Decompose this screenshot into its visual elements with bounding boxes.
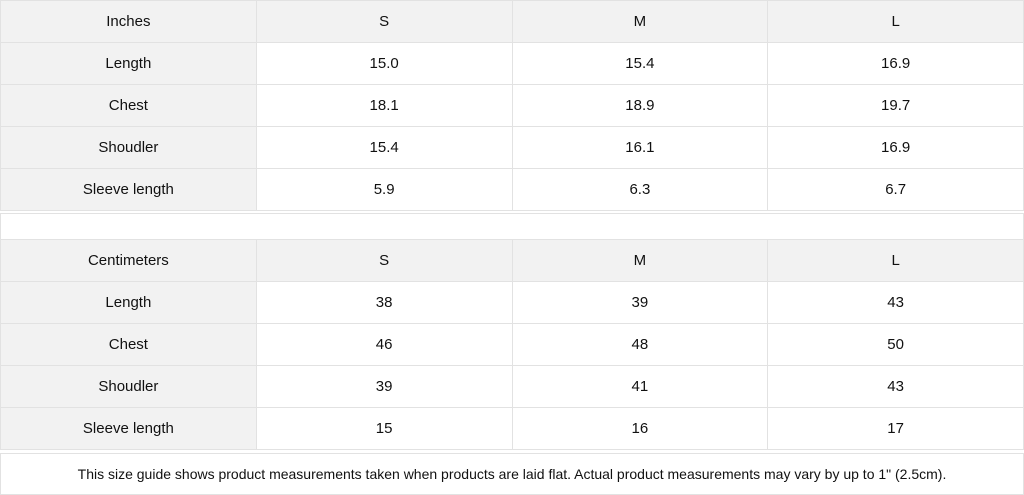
column-header: M	[511, 0, 769, 43]
centimeters-size-table: Centimeters S M L Length 38 39 43 Chest 46 48 50 Sho…	[0, 239, 1024, 450]
column-header: Inches	[0, 0, 257, 43]
row-label: Chest	[0, 323, 257, 366]
header-row: Inches S M L	[0, 0, 1024, 43]
table-cell: 19.7	[767, 84, 1024, 127]
table-cell: 39	[255, 365, 513, 408]
table-cell: 16.1	[511, 126, 769, 169]
table-row: Sleeve length 5.9 6.3 6.7	[0, 168, 1024, 211]
column-header: S	[255, 0, 513, 43]
table-cell: 6.7	[767, 168, 1024, 211]
table-cell: 16.9	[767, 126, 1024, 169]
table-cell: 15	[255, 407, 513, 450]
table-cell: 17	[767, 407, 1024, 450]
row-label: Chest	[0, 84, 257, 127]
table-spacer	[0, 213, 1024, 240]
table-cell: 41	[511, 365, 769, 408]
row-label: Sleeve length	[0, 168, 257, 211]
size-guide-footnote: This size guide shows product measuremen…	[0, 453, 1024, 495]
column-header: L	[767, 0, 1024, 43]
row-label: Shoudler	[0, 365, 257, 408]
table-cell: 18.1	[255, 84, 513, 127]
table-row: Sleeve length 15 16 17	[0, 407, 1024, 450]
table-cell: 16	[511, 407, 769, 450]
table-cell: 15.0	[255, 42, 513, 85]
table-cell: 46	[255, 323, 513, 366]
row-label: Shoudler	[0, 126, 257, 169]
table-cell: 5.9	[255, 168, 513, 211]
header-row: Centimeters S M L	[0, 239, 1024, 282]
table-row: Length 15.0 15.4 16.9	[0, 42, 1024, 85]
table-cell: 15.4	[255, 126, 513, 169]
table-row: Shoudler 15.4 16.1 16.9	[0, 126, 1024, 169]
column-header: S	[255, 239, 513, 282]
table-row: Chest 18.1 18.9 19.7	[0, 84, 1024, 127]
table-cell: 15.4	[511, 42, 769, 85]
table-cell: 16.9	[767, 42, 1024, 85]
table-cell: 48	[511, 323, 769, 366]
row-label: Length	[0, 42, 257, 85]
table-row: Length 38 39 43	[0, 281, 1024, 324]
table-cell: 50	[767, 323, 1024, 366]
table-row: Chest 46 48 50	[0, 323, 1024, 366]
column-header: L	[767, 239, 1024, 282]
table-cell: 38	[255, 281, 513, 324]
column-header: M	[511, 239, 769, 282]
table-cell: 43	[767, 281, 1024, 324]
table-cell: 43	[767, 365, 1024, 408]
table-row: Shoudler 39 41 43	[0, 365, 1024, 408]
column-header: Centimeters	[0, 239, 257, 282]
table-cell: 39	[511, 281, 769, 324]
row-label: Length	[0, 281, 257, 324]
row-label: Sleeve length	[0, 407, 257, 450]
table-cell: 18.9	[511, 84, 769, 127]
inches-size-table: Inches S M L Length 15.0 15.4 16.9 Chest 18.1 18.9…	[0, 0, 1024, 211]
table-cell: 6.3	[511, 168, 769, 211]
